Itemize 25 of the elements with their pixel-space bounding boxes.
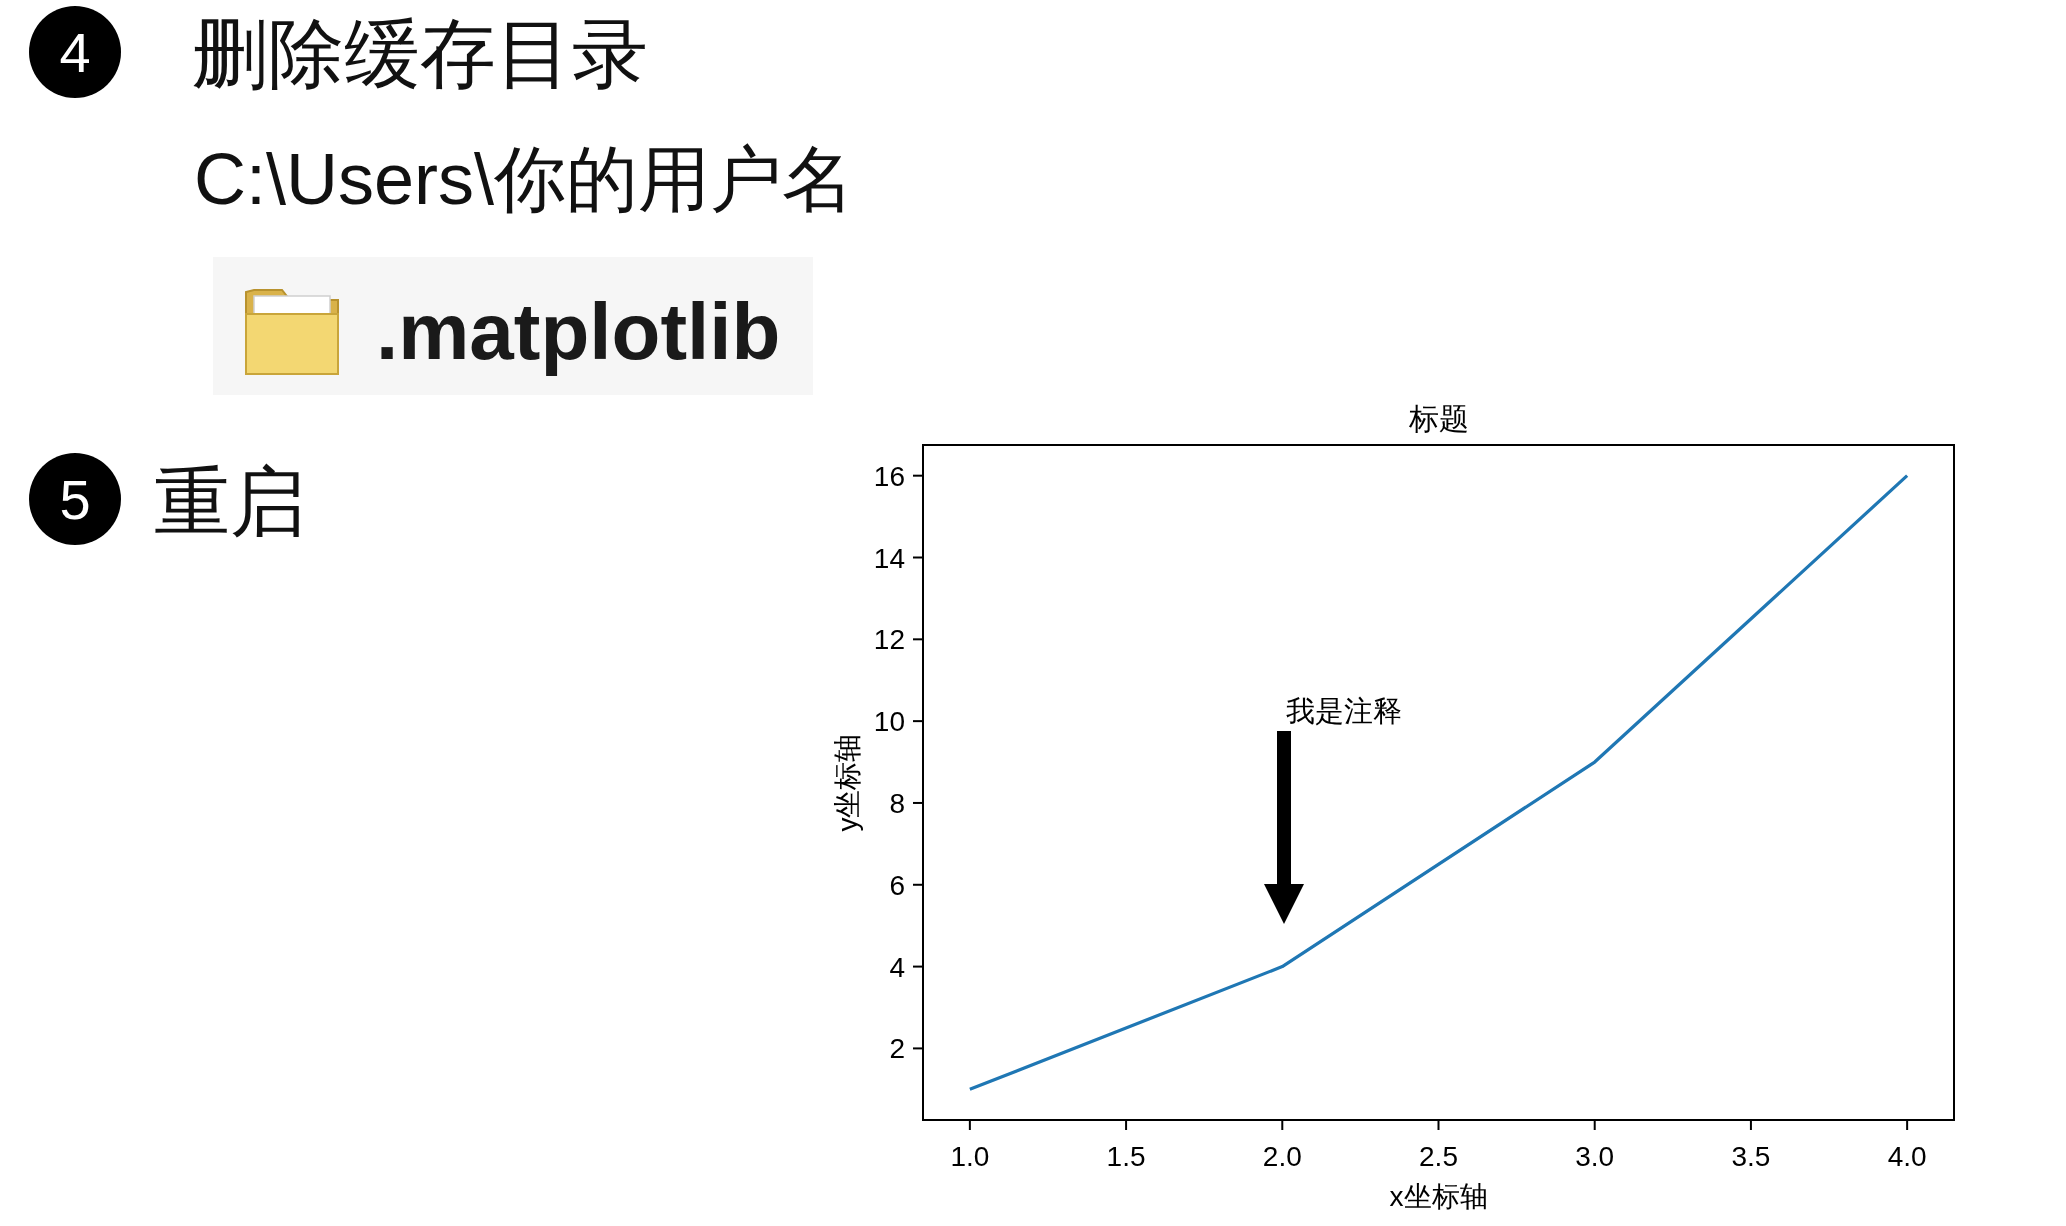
x-tick-label: 3.0 [1575, 1141, 1615, 1172]
x-axis-title: x坐标轴 [1389, 1181, 1488, 1212]
text: 4 [59, 21, 91, 84]
x-tick-label: 4.0 [1887, 1141, 1927, 1172]
y-tick-label: 8 [889, 787, 905, 819]
y-tick-label: 6 [889, 869, 905, 901]
y-tick-label: 16 [873, 460, 905, 492]
text: 5 [59, 468, 91, 531]
text: 重启 [154, 459, 306, 544]
x-tick-label: 2.5 [1419, 1141, 1458, 1172]
annotation: 我是注释 [1286, 695, 1402, 727]
text: .matplotlib [376, 287, 781, 376]
y-tick-label: 14 [873, 542, 905, 574]
y-tick-label: 4 [889, 951, 905, 983]
x-tick-label: 1.5 [1106, 1141, 1146, 1172]
x-tick-label: 1.0 [950, 1141, 990, 1172]
x-tick-label: 3.5 [1731, 1141, 1771, 1172]
y-tick-label: 2 [889, 1033, 905, 1065]
chart-title: 标题 [1407, 402, 1469, 435]
text: 删除缓存目录 [192, 11, 648, 96]
y-tick-label: 12 [873, 624, 905, 656]
y-tick-label: 10 [873, 706, 905, 738]
x-tick-label: 2.0 [1262, 1141, 1302, 1172]
text: C:\Users\你的用户名 [194, 139, 855, 219]
y-axis-title: y坐标轴 [832, 733, 863, 832]
